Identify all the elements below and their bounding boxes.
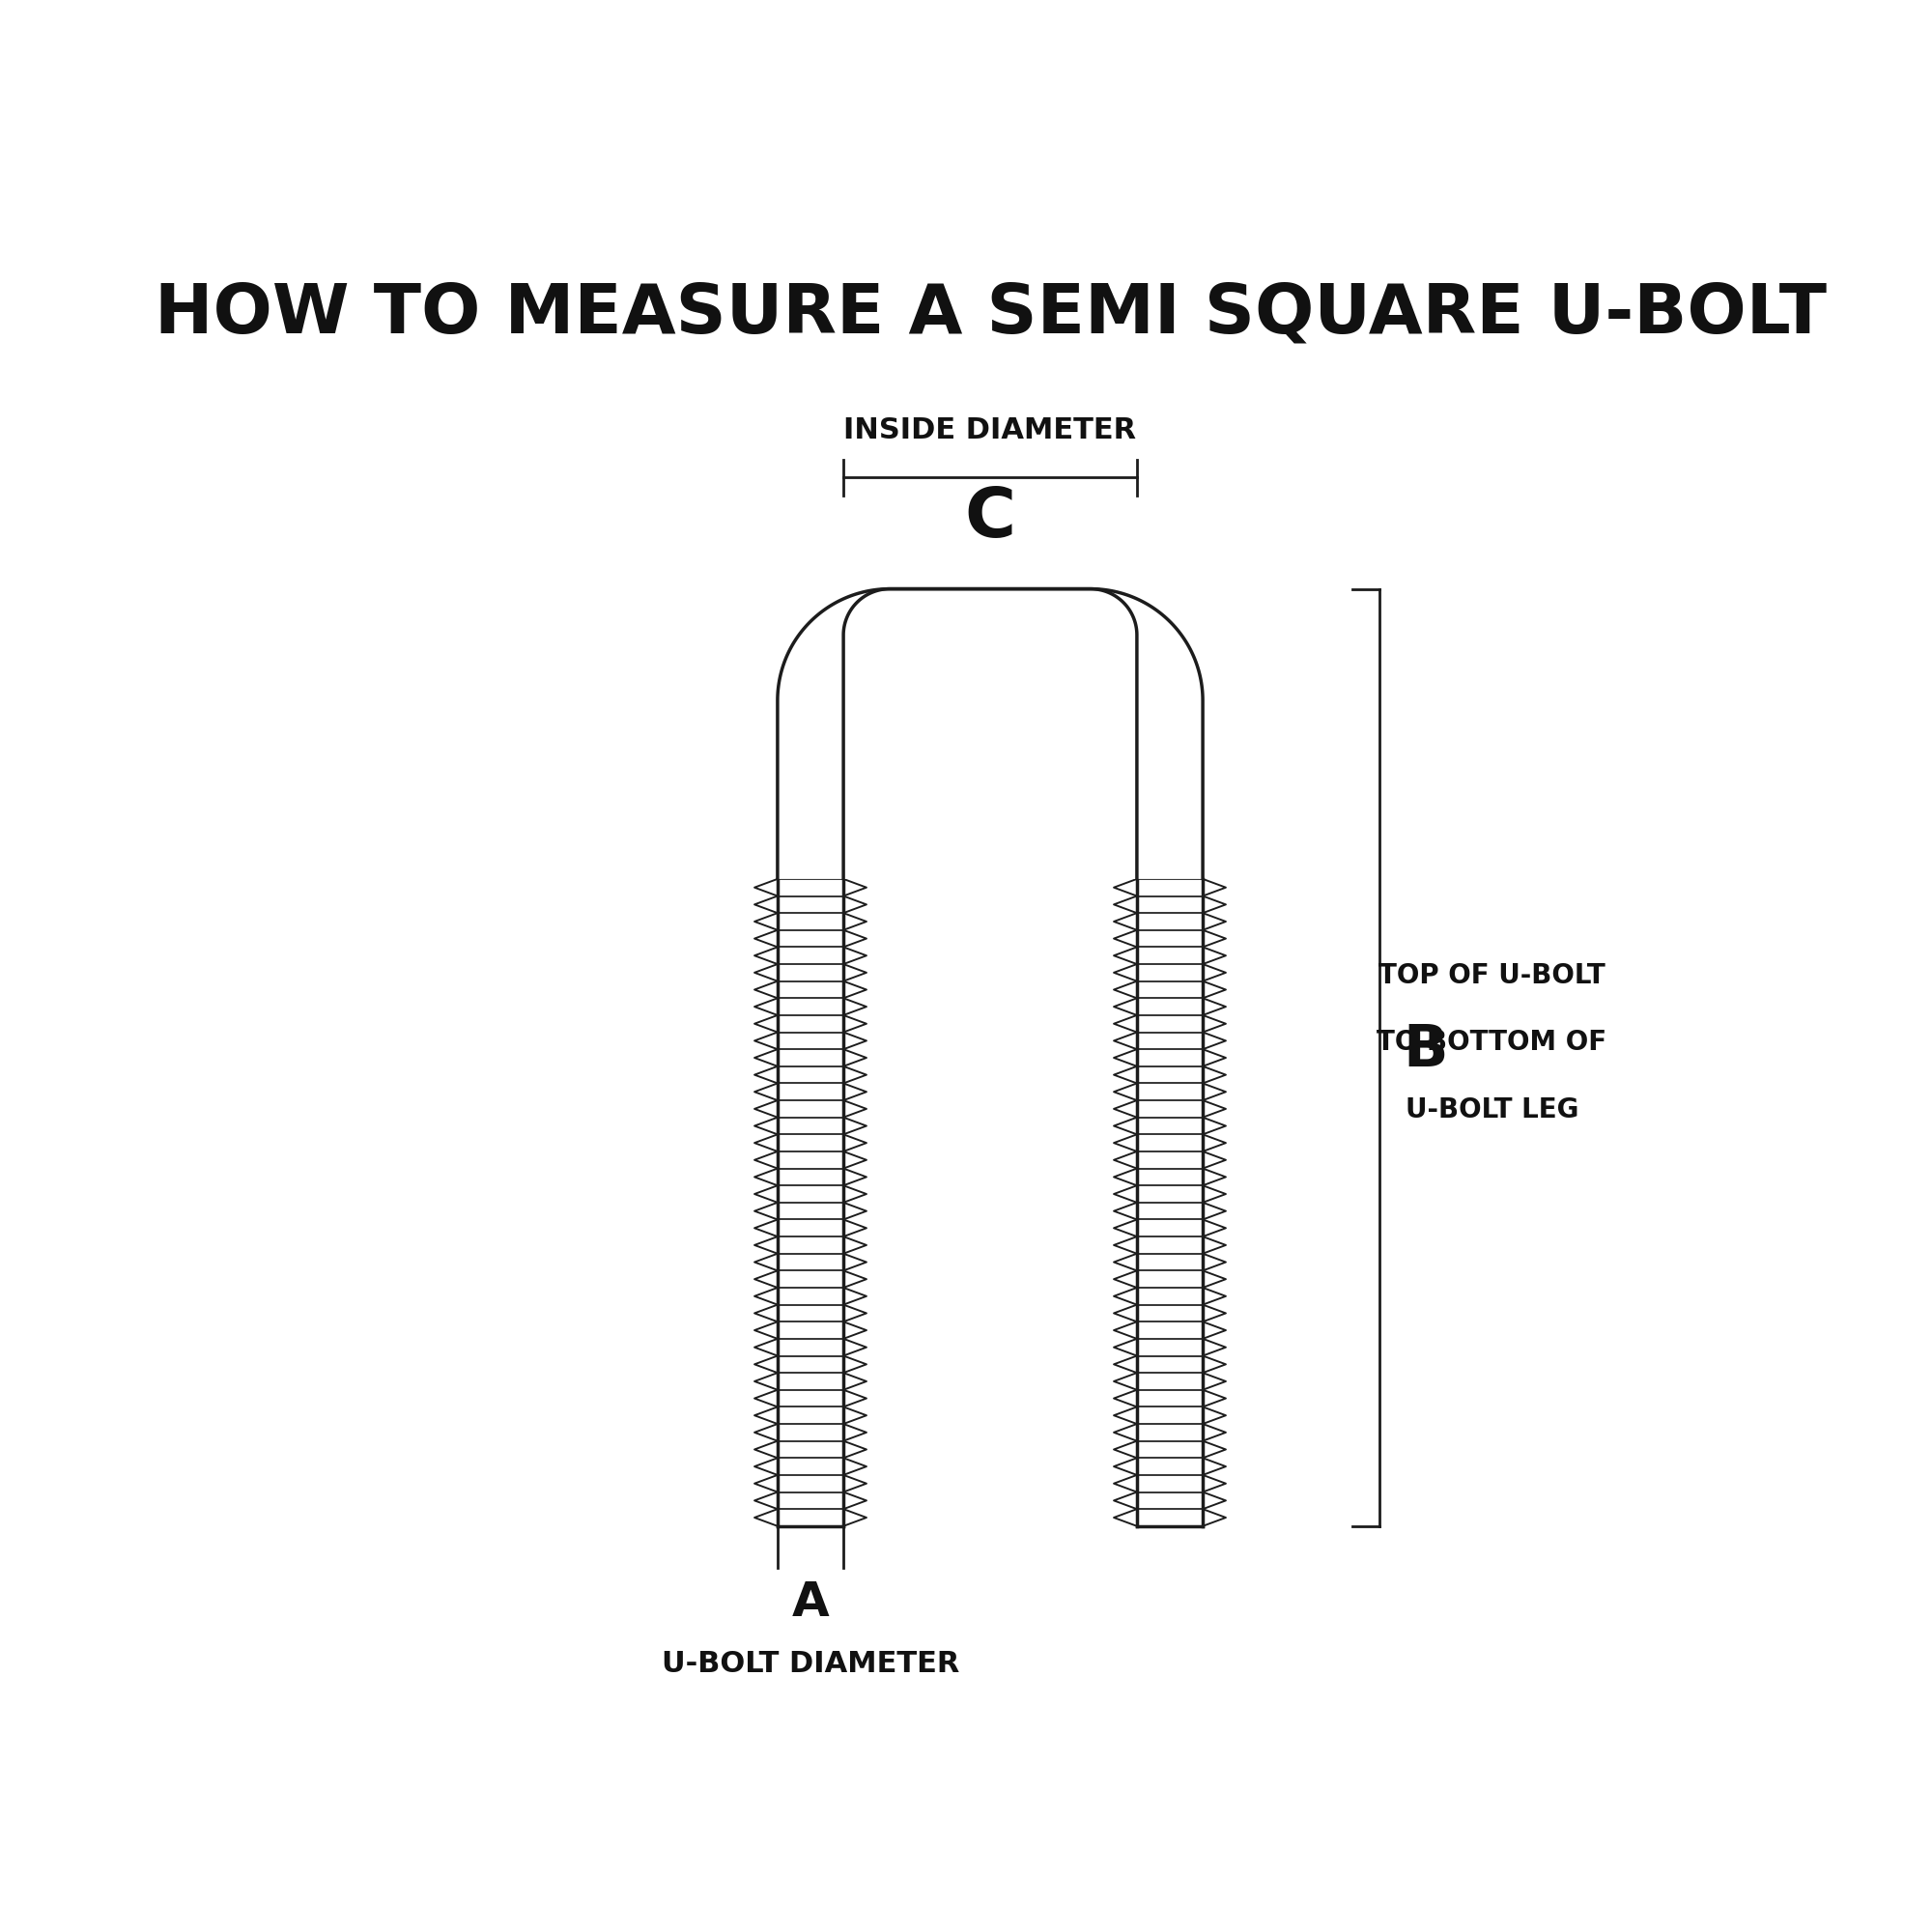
Text: HOW TO MEASURE A SEMI SQUARE U-BOLT: HOW TO MEASURE A SEMI SQUARE U-BOLT	[155, 280, 1826, 348]
Text: A: A	[792, 1580, 829, 1627]
Text: C: C	[964, 485, 1016, 551]
Bar	[1136, 879, 1204, 1526]
Text: B: B	[1403, 1022, 1449, 1078]
Text: INSIDE DIAMETER: INSIDE DIAMETER	[844, 417, 1136, 444]
Text: TOP OF U-BOLT: TOP OF U-BOLT	[1378, 962, 1605, 989]
Text: TO BOTTOM OF: TO BOTTOM OF	[1378, 1030, 1607, 1057]
Text: U-BOLT LEG: U-BOLT LEG	[1405, 1095, 1578, 1122]
Polygon shape	[777, 589, 1204, 879]
Text: U-BOLT DIAMETER: U-BOLT DIAMETER	[661, 1650, 960, 1677]
Bar	[777, 879, 844, 1526]
